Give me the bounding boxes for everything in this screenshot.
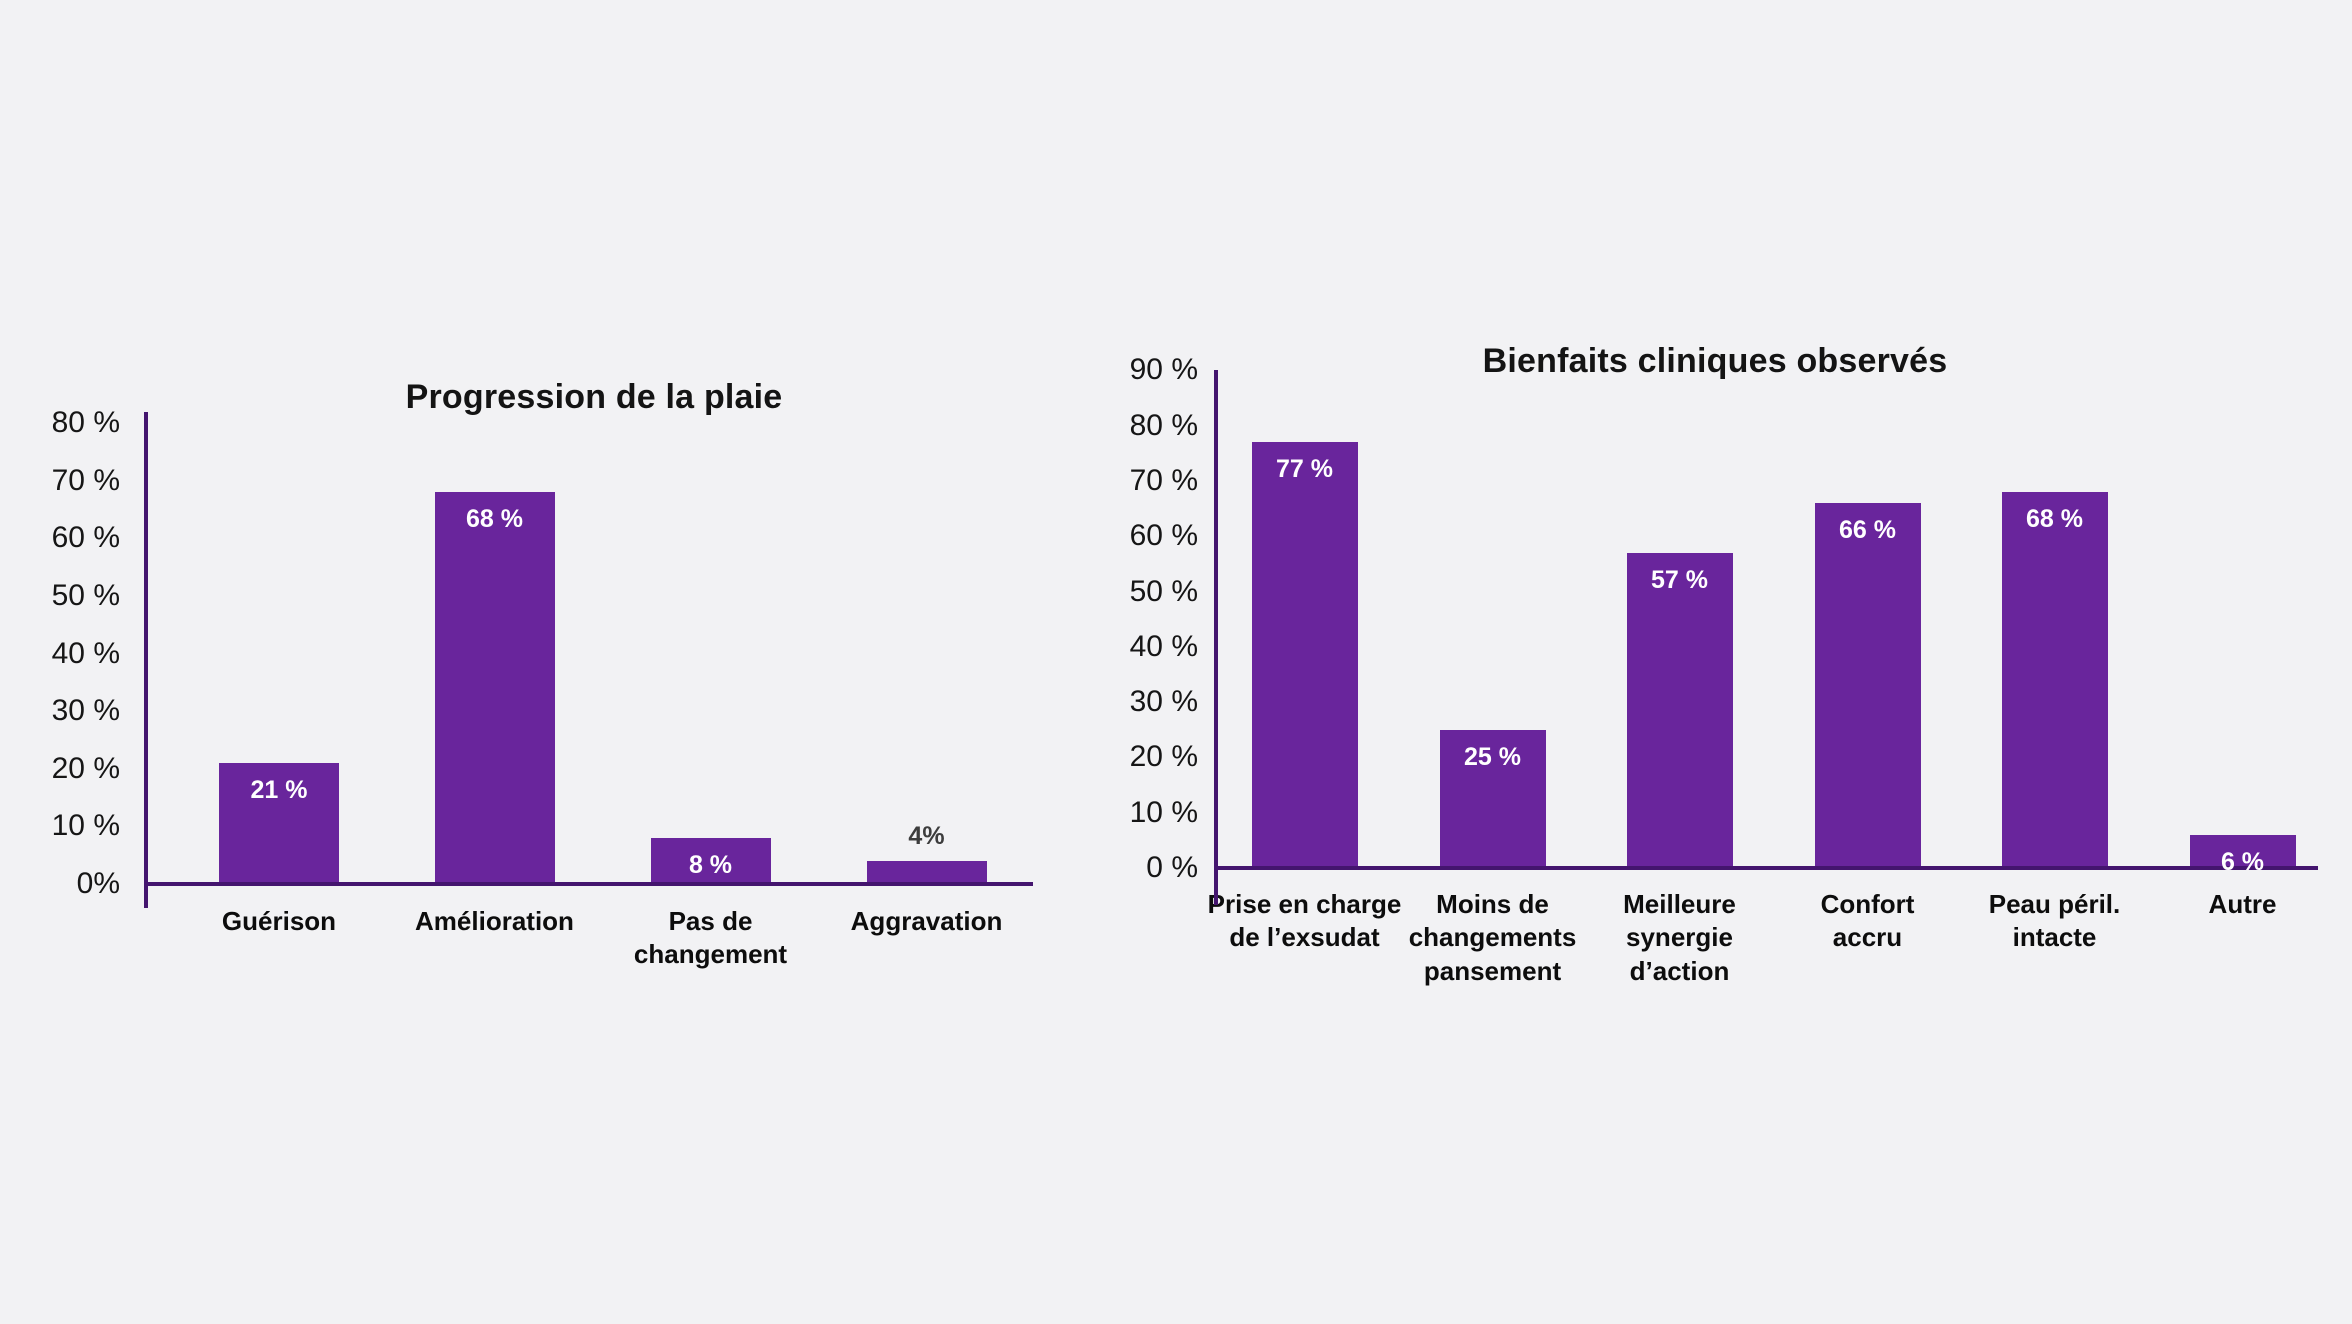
y-axis-tick-label: 10 %: [1129, 795, 1198, 829]
x-axis-category-label: Meilleure synergie d’action: [1623, 889, 1736, 986]
bar: [1439, 729, 1546, 868]
y-axis-tick-label: 40 %: [1129, 629, 1198, 663]
y-axis-tick-label: 10 %: [51, 809, 120, 843]
x-axis-category-label: Amélioration: [415, 906, 574, 936]
y-axis-tick-label: 40 %: [51, 636, 120, 670]
bar-value-label: 6 %: [2220, 847, 2265, 876]
bar: [434, 492, 555, 884]
bar: [1251, 442, 1358, 868]
bar-value-label: 68 %: [466, 505, 523, 534]
y-axis-tick-label: 60 %: [1129, 519, 1198, 553]
bar-value-label: 21 %: [250, 776, 308, 805]
x-axis-line: [144, 882, 1033, 886]
x-axis-category-label: Moins de changements pansement: [1408, 889, 1577, 986]
bar-value-label: 4%: [908, 821, 945, 850]
y-axis-tick-label: 0 %: [1146, 851, 1198, 884]
bar-value-label: 8 %: [688, 850, 733, 879]
bar-value-label: 57 %: [1651, 565, 1708, 594]
y-axis-tick-label: 50 %: [1129, 574, 1198, 608]
y-axis-line: [144, 412, 148, 908]
y-axis-tick-label: 30 %: [1129, 685, 1198, 719]
bar-value-label: 25 %: [1464, 742, 1521, 771]
bar: [866, 860, 987, 884]
bar: [1814, 503, 1921, 868]
x-axis-category-label: Aggravation: [850, 906, 1003, 936]
y-axis-tick-label: 90 %: [1129, 353, 1198, 387]
y-axis-tick-label: 80 %: [1129, 408, 1198, 442]
bar: [2001, 491, 2108, 868]
y-axis-tick-label: 20 %: [51, 751, 120, 785]
y-axis-tick-label: 20 %: [1129, 740, 1198, 774]
bar: [1626, 552, 1733, 868]
bar: [650, 837, 771, 884]
chart-title: Bienfaits cliniques observés: [1482, 342, 1948, 380]
bar: [2189, 834, 2296, 868]
y-axis-tick-label: 30 %: [51, 694, 120, 728]
x-axis-category-label: Peau péril. intacte: [1988, 889, 2121, 953]
x-axis-category-label: Autre: [2208, 889, 2277, 919]
x-axis-category-label: Guérison: [221, 906, 337, 936]
y-axis-line: [1214, 370, 1218, 905]
x-axis-category-label: Pas de changement: [633, 906, 788, 970]
y-axis-tick-label: 50 %: [51, 579, 120, 612]
x-axis-category-label: Prise en charge de l’exsudat: [1207, 889, 1402, 953]
y-axis-tick-label: 60 %: [51, 521, 120, 555]
bar-value-label: 77 %: [1276, 455, 1333, 484]
bar-value-label: 68 %: [2026, 504, 2083, 533]
chart-title: Progression de la plaie: [405, 378, 783, 416]
x-axis-category-label: Confort accru: [1820, 889, 1915, 953]
y-axis-tick-label: 70 %: [1129, 463, 1198, 497]
bar: [219, 763, 339, 884]
y-axis-tick-label: 80 %: [51, 406, 120, 440]
bar-value-label: 66 %: [1839, 516, 1896, 545]
x-axis-line: [1214, 866, 2318, 870]
y-axis-tick-label: 0%: [76, 867, 120, 900]
y-axis-tick-label: 70 %: [51, 463, 120, 497]
